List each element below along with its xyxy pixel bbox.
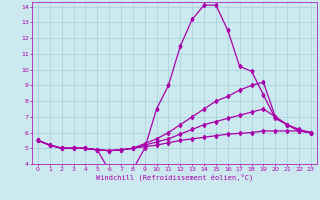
X-axis label: Windchill (Refroidissement éolien,°C): Windchill (Refroidissement éolien,°C) [96, 174, 253, 181]
